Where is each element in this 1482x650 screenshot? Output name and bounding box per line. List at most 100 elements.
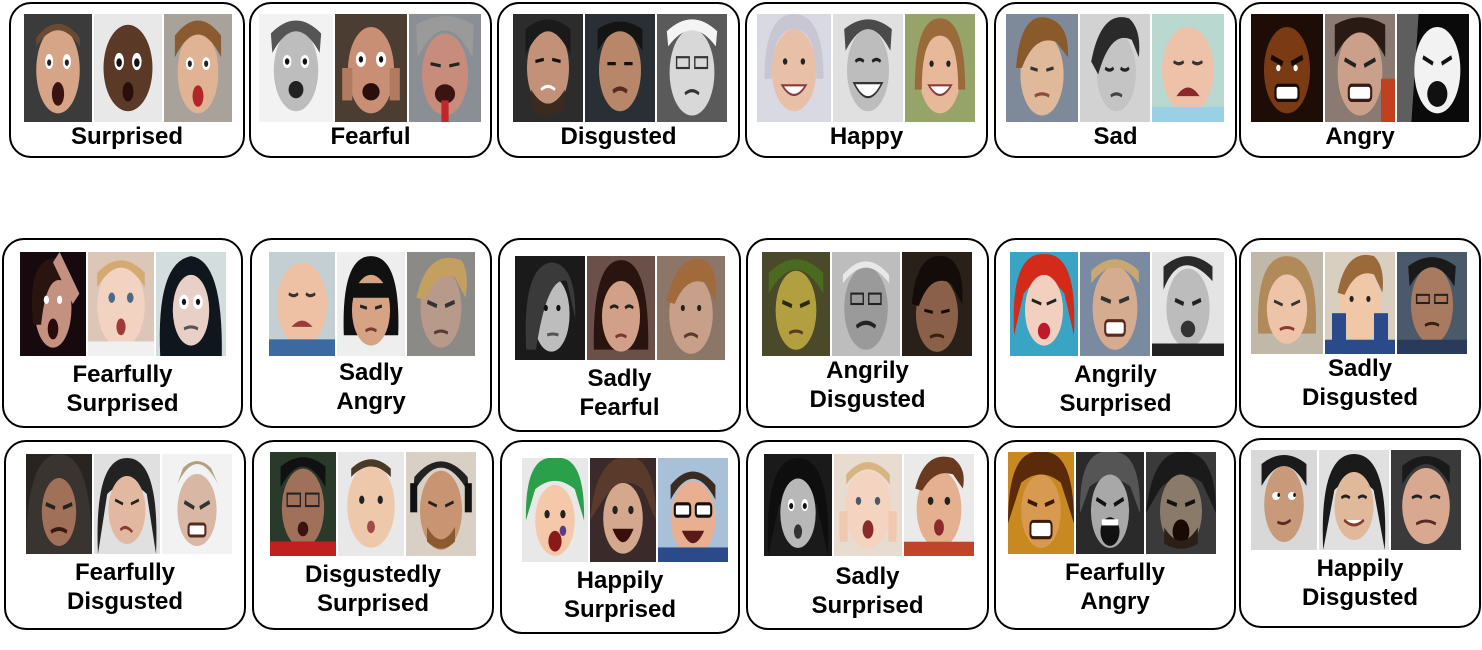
label-line: Disgusted xyxy=(809,386,926,414)
face-photo xyxy=(270,452,336,556)
face-photos xyxy=(513,14,727,122)
face-photo xyxy=(590,458,656,562)
face-photo xyxy=(156,252,226,356)
label-line: Fearfully xyxy=(74,559,176,586)
face-photos xyxy=(26,454,232,554)
face-photo xyxy=(162,454,232,554)
face-photo xyxy=(832,252,900,356)
face-photo xyxy=(1325,252,1395,354)
emotion-card: Fearfully Disgusted xyxy=(4,440,246,630)
face-photo xyxy=(1006,14,1078,122)
face-photo xyxy=(834,454,902,556)
label-line: Fearful xyxy=(330,123,411,150)
label-line: Sad xyxy=(1093,123,1138,150)
emotion-card: Sadly Surprised xyxy=(746,440,989,630)
emotion-card: Fearfully Surprised xyxy=(2,238,243,428)
face-photos xyxy=(1008,452,1216,554)
face-photo xyxy=(587,256,655,360)
label-line: Sadly xyxy=(338,359,404,386)
face-photo xyxy=(337,252,405,356)
label-line: Disgustedly xyxy=(304,561,442,588)
emotion-label: Happy xyxy=(747,122,986,151)
face-photo xyxy=(1008,452,1074,554)
face-photo xyxy=(1251,252,1323,354)
emotion-label: Disgusted xyxy=(499,122,738,151)
emotion-label: Sad xyxy=(996,122,1235,151)
emotion-label: Sadly Angry xyxy=(252,358,490,417)
face-photo xyxy=(905,14,975,122)
face-photo xyxy=(269,252,335,356)
label-line: Fearfully xyxy=(1064,559,1166,586)
face-photo xyxy=(94,14,162,122)
emotion-label: Happily Disgusted xyxy=(1241,554,1479,613)
face-photo xyxy=(515,256,585,360)
emotion-label: Sadly Fearful xyxy=(500,364,739,423)
emotion-card: Happily Disgusted xyxy=(1239,438,1481,628)
emotion-card: Disgustedly Surprised xyxy=(252,440,494,630)
emotion-card: Angry xyxy=(1239,2,1481,158)
emotion-label: Sadly Disgusted xyxy=(1241,354,1479,413)
emotion-card: Sadly Angry xyxy=(250,238,492,428)
face-photo xyxy=(407,252,475,356)
label-line: Disgusted xyxy=(1301,384,1418,412)
label-line: Angrily xyxy=(1074,361,1157,388)
face-photos xyxy=(1251,14,1469,122)
face-photo xyxy=(1152,252,1224,356)
face-photos xyxy=(269,252,475,356)
face-photos xyxy=(270,452,476,556)
label-line: Sadly xyxy=(835,563,900,590)
label-line: Fearful xyxy=(579,394,660,422)
label-line: Disgusted xyxy=(66,588,183,616)
face-photo xyxy=(657,256,725,360)
face-photo xyxy=(94,454,160,554)
face-photos xyxy=(522,458,728,562)
emotion-card: Sad xyxy=(994,2,1237,158)
face-photos xyxy=(764,454,974,556)
face-photos xyxy=(20,252,226,356)
face-photo xyxy=(1251,450,1317,550)
face-photo xyxy=(1397,252,1467,354)
face-photo xyxy=(406,452,476,556)
face-photo xyxy=(657,14,727,122)
label-line: Fearfully xyxy=(72,361,173,388)
emotion-label: Fearfully Surprised xyxy=(4,360,241,419)
face-photo xyxy=(1080,14,1150,122)
emotion-label: Happily Surprised xyxy=(502,566,738,625)
label-line: Surprised xyxy=(1059,390,1172,418)
face-photo xyxy=(757,14,831,122)
face-photos xyxy=(762,252,972,356)
emotion-card: Angrily Disgusted xyxy=(746,238,989,428)
face-photo xyxy=(26,454,92,554)
face-photo xyxy=(259,14,333,122)
emotion-card: Surprised xyxy=(9,2,245,158)
face-photo xyxy=(1319,450,1389,550)
label-line: Angrily xyxy=(826,357,909,384)
emotion-label: Sadly Surprised xyxy=(748,562,987,621)
face-photo xyxy=(513,14,583,122)
face-photo xyxy=(1391,450,1461,550)
emotion-card: Happy xyxy=(745,2,988,158)
label-line: Happily xyxy=(1316,555,1404,582)
face-photo xyxy=(1325,14,1395,122)
face-photos xyxy=(515,256,725,360)
face-photos xyxy=(1251,252,1467,354)
emotion-card: Fearful xyxy=(249,2,492,158)
emotion-label: Surprised xyxy=(11,122,243,151)
emotion-card: Happily Surprised xyxy=(500,440,740,634)
label-line: Angry xyxy=(1325,123,1395,150)
emotion-card: Sadly Fearful xyxy=(498,238,741,432)
face-photo xyxy=(24,14,92,122)
face-photo xyxy=(833,14,903,122)
emotion-label: Fearfully Angry xyxy=(996,558,1234,617)
label-line: Happily xyxy=(576,567,664,594)
face-photo xyxy=(1251,14,1323,122)
emotion-label: Angrily Disgusted xyxy=(748,356,987,415)
label-line: Surprised xyxy=(70,123,184,150)
emotion-card: Sadly Disgusted xyxy=(1239,238,1481,428)
face-photos xyxy=(24,14,232,122)
face-photo xyxy=(1010,252,1078,356)
label-line: Happy xyxy=(829,123,904,150)
face-photo xyxy=(164,14,232,122)
face-photo xyxy=(658,458,728,562)
face-photo xyxy=(762,252,830,356)
